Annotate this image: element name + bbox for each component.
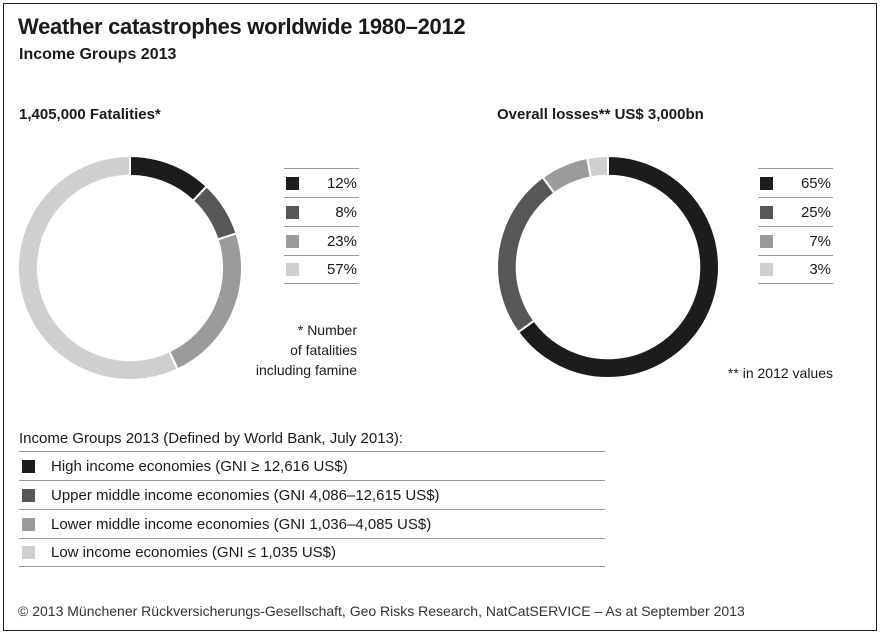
income-swatch-upper-middle (22, 488, 35, 502)
income-swatch-high (22, 459, 35, 473)
losses-donut-chart (496, 155, 720, 379)
legend-row: 8% (284, 197, 359, 226)
income-swatch-low (22, 546, 35, 559)
legend-row: 65% (758, 168, 833, 197)
income-group-label: Low income economies (GNI ≤ 1,035 US$) (51, 544, 337, 561)
donut-slice-high (129, 155, 209, 203)
legend-value: 23% (326, 232, 357, 250)
legend-row: 12% (284, 168, 359, 197)
income-group-row: High income economies (GNI ≥ 12,616 US$) (19, 451, 605, 480)
donut-slice-upper-middle (191, 184, 238, 241)
legend-value: 7% (809, 232, 831, 250)
donut-slice-high (516, 155, 720, 379)
legend-value: 8% (335, 203, 357, 221)
legend-row: 3% (758, 255, 833, 284)
legend-swatch-low (286, 263, 299, 276)
legend-swatch-lower-middle (286, 234, 299, 248)
legend-swatch-upper-middle (760, 205, 773, 219)
income-group-row: Low income economies (GNI ≤ 1,035 US$) (19, 538, 605, 567)
losses-footnote: ** in 2012 values (660, 363, 833, 383)
legend-row: 23% (284, 226, 359, 255)
donut-slice-upper-middle (496, 175, 556, 334)
figure-subtitle: Income Groups 2013 (19, 46, 177, 63)
legend-value: 25% (800, 203, 831, 221)
legend-value: 12% (326, 174, 357, 192)
income-group-row: Lower middle income economies (GNI 1,036… (19, 509, 605, 538)
footnote-line: of fatalities (290, 342, 357, 358)
income-groups-title: Income Groups 2013 (Defined by World Ban… (19, 430, 404, 447)
footnote-line: * Number (297, 322, 357, 338)
income-group-label: Upper middle income economies (GNI 4,086… (51, 486, 440, 504)
legend-swatch-high (286, 176, 299, 190)
legend-swatch-high (760, 176, 773, 190)
income-group-row: Upper middle income economies (GNI 4,086… (19, 480, 605, 509)
fatalities-legend: 12% 8% 23% 57% (284, 168, 359, 284)
figure-frame (3, 3, 877, 631)
legend-row: 7% (758, 226, 833, 255)
income-groups-list: High income economies (GNI ≥ 12,616 US$)… (19, 451, 605, 567)
legend-row: 57% (284, 255, 359, 284)
fatalities-donut-chart (17, 155, 243, 381)
income-group-label: High income economies (GNI ≥ 12,616 US$) (51, 457, 348, 475)
copyright-footer: © 2013 Münchener Rückversicherungs-Gesel… (18, 603, 745, 619)
losses-chart-title: Overall losses** US$ 3,000bn (497, 106, 704, 123)
losses-legend: 65% 25% 7% 3% (758, 168, 833, 284)
legend-swatch-lower-middle (760, 234, 773, 248)
footnote-line: including famine (255, 362, 357, 378)
donut-slice-low (586, 155, 609, 179)
fatalities-chart-title: 1,405,000 Fatalities* (19, 106, 161, 123)
footnote-line: ** in 2012 values (727, 365, 833, 381)
legend-row: 25% (758, 197, 833, 226)
income-group-label: Lower middle income economies (GNI 1,036… (51, 515, 432, 533)
legend-swatch-low (760, 263, 773, 276)
legend-value: 57% (326, 261, 357, 278)
legend-value: 65% (800, 174, 831, 192)
fatalities-footnote: * Number of fatalities including famine (200, 320, 357, 380)
donut-slice-low (17, 155, 180, 381)
income-swatch-lower-middle (22, 517, 35, 531)
legend-value: 3% (809, 261, 831, 278)
donut-slice-lower-middle (541, 156, 593, 195)
figure-title: Weather catastrophes worldwide 1980–2012 (18, 14, 466, 39)
legend-swatch-upper-middle (286, 205, 299, 219)
